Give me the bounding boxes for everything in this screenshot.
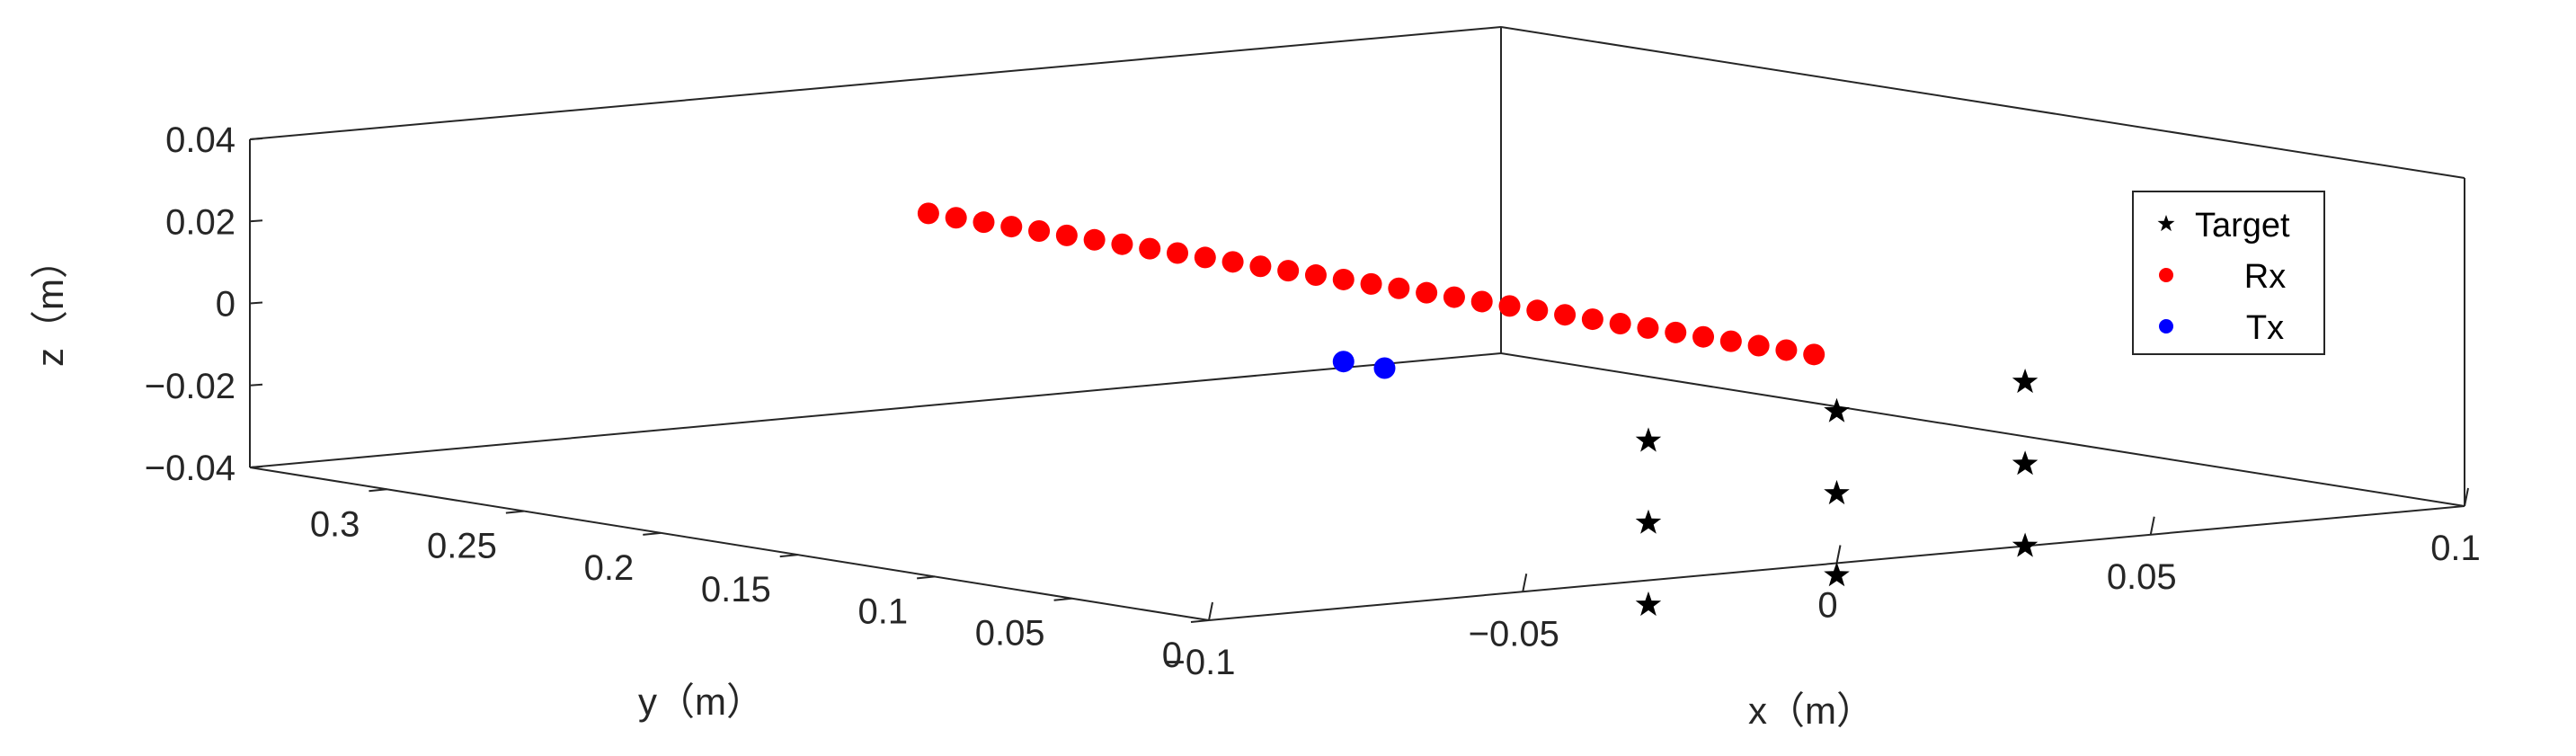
z-tick-mark — [249, 301, 263, 305]
rx-point — [1609, 313, 1631, 335]
y-tick-label: 0.15 — [701, 570, 771, 609]
y-tick-label: 0.25 — [427, 527, 497, 566]
rx-point — [973, 211, 995, 234]
x-tick-label: 0.1 — [2430, 529, 2481, 568]
y-tick-mark — [917, 575, 936, 580]
rx-point — [1194, 246, 1216, 269]
z-tick-mark — [249, 138, 263, 140]
rx-point — [1028, 219, 1051, 242]
z-tick-label: −0.02 — [145, 367, 235, 406]
rx-point — [917, 202, 939, 225]
target-marker — [1635, 427, 1662, 452]
rx-point — [1470, 290, 1493, 313]
x-tick-mark — [1522, 574, 1528, 592]
rx-point — [1249, 255, 1272, 278]
legend-rx-icon — [2159, 268, 2173, 282]
tx-point — [1373, 357, 1396, 379]
rx-point — [1665, 321, 1687, 343]
x-tick-mark — [1835, 545, 1842, 564]
x-tick-label: 0 — [1817, 586, 1837, 626]
rx-point — [1747, 334, 1770, 357]
rx-point — [1139, 237, 1161, 260]
z-tick-label: −0.04 — [145, 449, 235, 488]
target-marker — [1824, 397, 1850, 422]
z-tick-label: 0.04 — [165, 120, 235, 160]
y-tick-mark — [1053, 597, 1072, 601]
rx-point — [1277, 260, 1300, 282]
rx-point — [1055, 224, 1078, 246]
y-tick-label: 0.3 — [310, 504, 360, 544]
y-tick-mark — [369, 488, 387, 493]
legend-star-icon — [2157, 215, 2175, 232]
legend: Target Rx Tx — [2132, 191, 2325, 355]
y-tick-label: 0.1 — [858, 591, 909, 631]
z-axis-tick-labels: −0.04 −0.02 0 0.02 0.04 — [145, 120, 235, 488]
rx-point — [1221, 251, 1244, 273]
data-marks — [917, 202, 2039, 617]
x-tick-label: 0.05 — [2107, 557, 2177, 597]
rx-point — [1803, 343, 1825, 366]
rx-point — [1526, 299, 1549, 322]
z-axis-label: z（m） — [29, 241, 71, 367]
rx-point — [1581, 308, 1603, 331]
z-tick-label: 0 — [216, 285, 235, 325]
legend-label: Tx — [2246, 309, 2284, 347]
x-tick-mark — [1208, 601, 1213, 621]
rx-point — [1304, 264, 1327, 287]
box-edge — [249, 467, 1210, 621]
y-tick-mark — [643, 531, 662, 536]
box-edge — [249, 26, 1502, 140]
rx-point — [1692, 325, 1715, 348]
rx-point — [945, 207, 967, 229]
box-edge — [249, 352, 1502, 468]
target-marker — [2012, 369, 2039, 394]
target-marker — [1635, 509, 1662, 534]
x-tick-mark — [2149, 516, 2155, 535]
rx-point — [1775, 339, 1798, 361]
rx-point — [1167, 242, 1189, 264]
x-tick-label: −0.1 — [1165, 643, 1236, 682]
rx-point — [1388, 277, 1410, 299]
x-axis-label: x（m） — [1748, 689, 1874, 732]
rx-point — [1360, 272, 1382, 295]
rx-point — [1000, 216, 1023, 238]
z-tick-label: 0.02 — [165, 202, 235, 242]
y-axis-label: y（m） — [638, 680, 764, 723]
z-tick-mark — [249, 383, 263, 387]
target-marker — [1635, 591, 1662, 617]
box-edge — [1500, 352, 2465, 507]
rx-point — [1332, 268, 1355, 290]
tx-point — [1332, 351, 1355, 373]
legend-items: Target Rx Tx — [2157, 207, 2290, 347]
y-tick-mark — [779, 554, 798, 558]
box-edge — [1500, 26, 2465, 179]
target-marker — [2012, 450, 2039, 476]
x-axis-tick-labels: −0.1 −0.05 0 0.05 0.1 — [1165, 529, 2481, 682]
rx-point — [1083, 228, 1106, 251]
x-tick-mark — [2464, 487, 2469, 507]
rx-point — [1637, 316, 1659, 339]
rx-point — [1498, 295, 1521, 317]
axis-ticks — [249, 138, 2469, 623]
x-tick-label: −0.05 — [1469, 614, 1559, 654]
y-tick-label: 0 — [1162, 636, 1182, 675]
y-axis-tick-labels: 0 0.05 0.1 0.15 0.2 0.25 0.3 — [310, 504, 1182, 675]
y-tick-mark — [505, 510, 524, 514]
rx-point — [1554, 304, 1577, 326]
target-marker — [1824, 562, 1850, 587]
rx-point — [1111, 233, 1133, 255]
y-tick-mark — [1190, 619, 1210, 623]
legend-label: Rx — [2244, 258, 2286, 296]
y-tick-label: 0.2 — [584, 548, 635, 588]
y-tick-label: 0.05 — [975, 614, 1045, 654]
target-marker — [2012, 532, 2039, 557]
target-marker — [1824, 479, 1850, 505]
rx-point — [1443, 286, 1465, 308]
legend-label: Target — [2195, 207, 2290, 245]
z-tick-mark — [249, 219, 263, 223]
rx-point — [1719, 330, 1742, 352]
legend-tx-icon — [2159, 319, 2173, 334]
rx-point — [1416, 281, 1438, 304]
